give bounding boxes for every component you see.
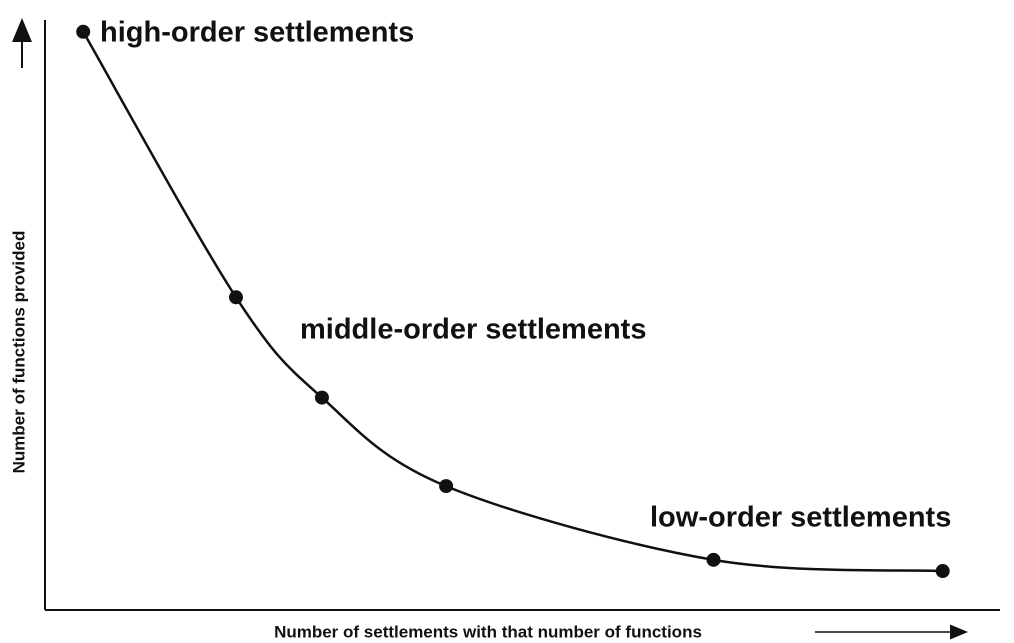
point [76,24,91,39]
annotation: middle-order settlements [300,314,646,346]
curve [82,31,943,573]
point [314,390,329,405]
y-axis-label: Number of functions provided [9,231,28,474]
point [935,564,950,579]
annotation: high-order settlements [100,17,414,49]
point [706,552,721,567]
point [439,479,454,494]
point [229,290,243,305]
annotation: low-order settlements [650,502,951,534]
x-axis-label: Number of settlements with that number o… [274,622,702,641]
